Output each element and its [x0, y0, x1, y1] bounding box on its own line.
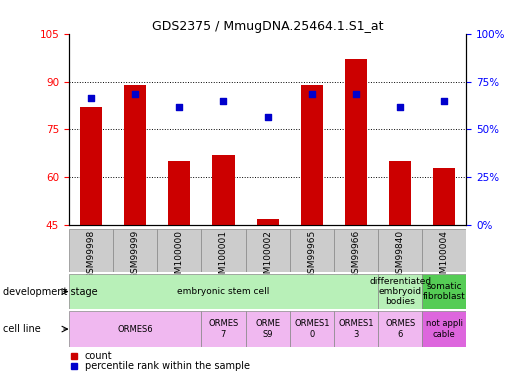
Text: GSM99998: GSM99998: [86, 230, 95, 279]
Point: [131, 92, 139, 98]
Bar: [113, 229, 157, 272]
Bar: [213, 155, 234, 225]
Bar: [389, 161, 411, 225]
Bar: [80, 107, 102, 225]
Bar: [422, 311, 466, 347]
Bar: [334, 311, 378, 347]
Text: differentiated
embryoid
bodies: differentiated embryoid bodies: [369, 277, 431, 306]
Bar: [422, 274, 466, 309]
Text: GSM99999: GSM99999: [131, 230, 139, 279]
Text: ORME
S9: ORME S9: [255, 320, 280, 339]
Text: GSM100001: GSM100001: [219, 230, 228, 285]
Point: [175, 104, 183, 110]
Bar: [168, 161, 190, 225]
Bar: [301, 85, 323, 225]
Title: GDS2375 / MmugDNA.25464.1.S1_at: GDS2375 / MmugDNA.25464.1.S1_at: [152, 20, 383, 33]
Bar: [69, 274, 378, 309]
Text: ORMES1
3: ORMES1 3: [338, 320, 374, 339]
Bar: [69, 311, 201, 347]
Text: ORMES1
0: ORMES1 0: [294, 320, 330, 339]
Text: embryonic stem cell: embryonic stem cell: [178, 287, 270, 296]
Text: ORMES
6: ORMES 6: [385, 320, 416, 339]
Text: development stage: development stage: [3, 286, 98, 297]
Text: ORMES
7: ORMES 7: [208, 320, 239, 339]
Bar: [334, 229, 378, 272]
Point: [219, 98, 228, 104]
Bar: [157, 229, 201, 272]
Bar: [378, 311, 422, 347]
Bar: [257, 219, 279, 225]
Text: ORMES6: ORMES6: [117, 324, 153, 334]
Point: [307, 92, 316, 98]
Bar: [290, 311, 334, 347]
Bar: [290, 229, 334, 272]
Point: [87, 94, 95, 100]
Point: [352, 92, 360, 98]
Text: percentile rank within the sample: percentile rank within the sample: [85, 361, 250, 370]
Point: [396, 104, 404, 110]
Text: GSM100000: GSM100000: [175, 230, 184, 285]
Bar: [69, 229, 113, 272]
Text: GSM99965: GSM99965: [307, 230, 316, 279]
Text: cell line: cell line: [3, 324, 40, 334]
Bar: [201, 229, 245, 272]
Point: [263, 114, 272, 120]
Bar: [201, 311, 245, 347]
Text: count: count: [85, 351, 112, 361]
Bar: [245, 229, 290, 272]
Text: GSM99966: GSM99966: [351, 230, 360, 279]
Text: GSM100002: GSM100002: [263, 230, 272, 285]
Bar: [434, 168, 455, 225]
Bar: [378, 229, 422, 272]
Bar: [345, 59, 367, 225]
Point: [440, 98, 448, 104]
Text: GSM99840: GSM99840: [396, 230, 404, 279]
Bar: [245, 311, 290, 347]
Bar: [422, 229, 466, 272]
Text: GSM100004: GSM100004: [440, 230, 449, 285]
Text: somatic
fibroblast: somatic fibroblast: [423, 282, 466, 301]
Text: not appli
cable: not appli cable: [426, 320, 463, 339]
Bar: [378, 274, 422, 309]
Bar: [124, 85, 146, 225]
